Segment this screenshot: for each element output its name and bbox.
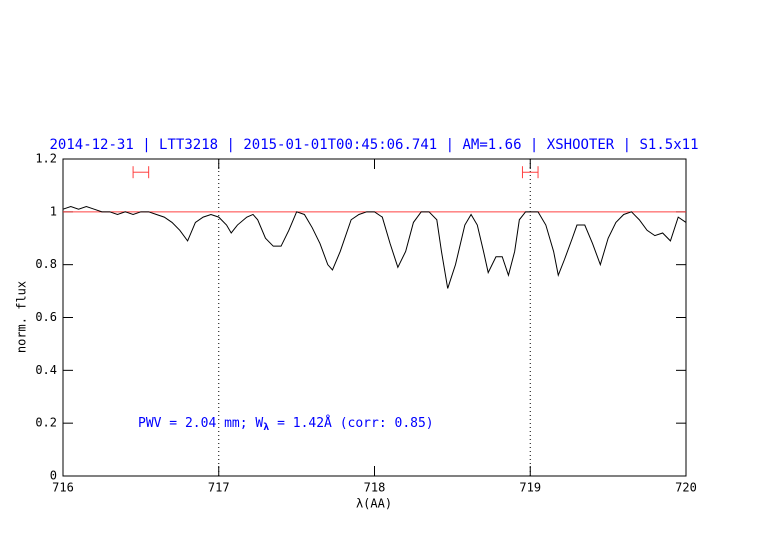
spectrum-line (62, 206, 687, 289)
y-tick-label: 0.6 (35, 310, 57, 324)
annotation: PWV = 2.04 mm; Wλ = 1.42Å (corr: 0.85) (138, 415, 434, 434)
x-tick-label: 716 (52, 481, 74, 495)
chart-title: 2014-12-31 | LTT3218 | 2015-01-01T00:45:… (49, 137, 698, 153)
y-tick-label: 0.2 (35, 416, 57, 430)
y-tick-label: 0 (50, 469, 57, 483)
x-axis-label: λ(AA) (356, 497, 392, 511)
y-axis-label: norm. flux (15, 281, 29, 353)
range-marker (521, 166, 539, 179)
x-tick-label: 719 (519, 481, 541, 495)
x-tick-label: 718 (364, 481, 386, 495)
annotation-part: = 1.42Å (corr: 0.85) (269, 415, 433, 431)
y-tick-label: 1.2 (35, 152, 57, 166)
range-marker (132, 166, 150, 179)
annotation-part: λ (263, 422, 269, 433)
x-tick-label: 717 (208, 481, 230, 495)
y-tick-label: 0.8 (35, 257, 57, 271)
y-tick-label: 0.4 (35, 363, 57, 377)
y-tick-label: 1 (50, 204, 57, 218)
annotation-part: PWV = 2.04 mm; W (138, 416, 263, 431)
x-tick-label: 720 (675, 481, 697, 495)
